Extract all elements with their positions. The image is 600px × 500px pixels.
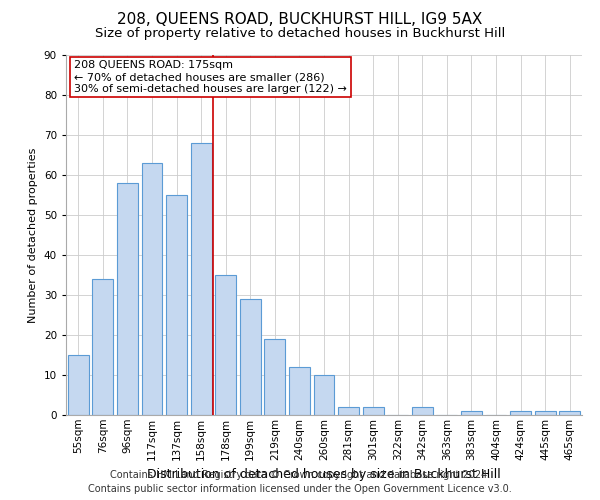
Bar (240, 299, 261, 415)
Bar (461, 411, 482, 415)
Bar (338, 407, 359, 415)
Text: 208, QUEENS ROAD, BUCKHURST HILL, IG9 5AX: 208, QUEENS ROAD, BUCKHURST HILL, IG9 5A… (118, 12, 482, 28)
Bar (510, 411, 531, 415)
Text: Size of property relative to detached houses in Buckhurst Hill: Size of property relative to detached ho… (95, 28, 505, 40)
Bar (68, 355, 89, 415)
Text: 208 QUEENS ROAD: 175sqm
← 70% of detached houses are smaller (286)
30% of semi-d: 208 QUEENS ROAD: 175sqm ← 70% of detache… (74, 60, 347, 94)
Bar (314, 375, 334, 415)
Bar (362, 407, 383, 415)
Bar (535, 411, 556, 415)
Bar (215, 275, 236, 415)
Text: Contains HM Land Registry data © Crown copyright and database right 2024.
Contai: Contains HM Land Registry data © Crown c… (88, 470, 512, 494)
X-axis label: Distribution of detached houses by size in Buckhurst Hill: Distribution of detached houses by size … (147, 468, 501, 481)
Bar (265, 339, 286, 415)
Bar (142, 163, 163, 415)
Bar (166, 195, 187, 415)
Bar (412, 407, 433, 415)
Bar (117, 183, 138, 415)
Bar (559, 411, 580, 415)
Bar (191, 143, 212, 415)
Bar (289, 367, 310, 415)
Y-axis label: Number of detached properties: Number of detached properties (28, 148, 38, 322)
Bar (92, 279, 113, 415)
